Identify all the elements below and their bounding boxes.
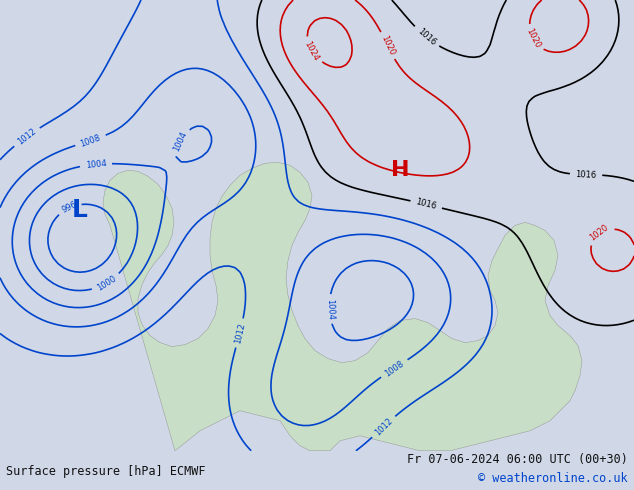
Text: 1020: 1020 bbox=[524, 27, 541, 50]
Text: 1016: 1016 bbox=[575, 170, 597, 179]
Text: 1020: 1020 bbox=[588, 223, 611, 243]
Text: Surface pressure [hPa] ECMWF: Surface pressure [hPa] ECMWF bbox=[6, 465, 206, 478]
Text: 1004: 1004 bbox=[325, 298, 334, 319]
Text: 996: 996 bbox=[60, 200, 79, 215]
Text: 1020: 1020 bbox=[379, 34, 396, 57]
Text: © weatheronline.co.uk: © weatheronline.co.uk bbox=[478, 472, 628, 485]
Text: 1004: 1004 bbox=[85, 159, 107, 170]
Text: 1012: 1012 bbox=[373, 416, 394, 437]
Text: 1008: 1008 bbox=[79, 133, 102, 148]
Text: 1012: 1012 bbox=[16, 127, 37, 147]
Text: 1000: 1000 bbox=[95, 274, 118, 293]
Text: 1016: 1016 bbox=[415, 197, 437, 211]
Text: H: H bbox=[391, 160, 410, 180]
Text: 1016: 1016 bbox=[415, 27, 437, 48]
Text: Fr 07-06-2024 06:00 UTC (00+30): Fr 07-06-2024 06:00 UTC (00+30) bbox=[407, 453, 628, 466]
Text: L: L bbox=[72, 198, 88, 222]
Text: 1004: 1004 bbox=[172, 130, 189, 153]
Text: 1024: 1024 bbox=[303, 39, 321, 62]
Text: 1008: 1008 bbox=[383, 359, 406, 378]
Polygon shape bbox=[103, 162, 582, 451]
Text: 1012: 1012 bbox=[233, 322, 247, 344]
